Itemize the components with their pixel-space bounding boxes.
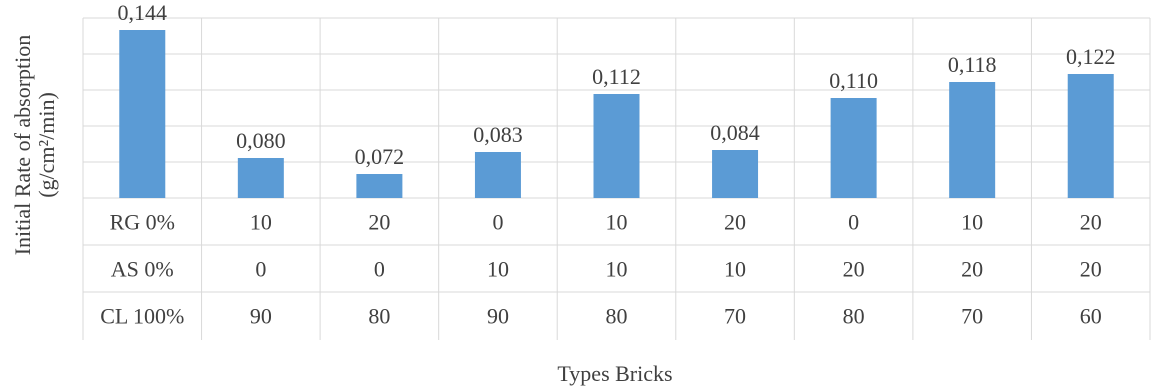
table-cell: 70 — [961, 304, 983, 329]
table-cell: 10 — [606, 257, 628, 282]
table-cell: 20 — [1080, 210, 1102, 235]
bars — [119, 30, 1114, 198]
table-cell: 10 — [606, 210, 628, 235]
x-axis-label: Types Bricks — [557, 361, 672, 386]
bar — [830, 98, 877, 198]
bar — [1067, 74, 1114, 198]
bar — [593, 94, 640, 198]
table-cell: 10 — [250, 210, 272, 235]
table-cell: 0 — [492, 210, 503, 235]
table-cell: 80 — [606, 304, 628, 329]
table-cell: 20 — [368, 210, 390, 235]
value-label: 0,084 — [710, 120, 760, 145]
table-cell: 20 — [724, 210, 746, 235]
data-table-lines — [83, 244, 1150, 293]
table-cell: 60 — [1080, 304, 1102, 329]
table-cell: 20 — [1080, 257, 1102, 282]
table-row-header: CL 100% — [100, 304, 184, 329]
value-label: 0,144 — [118, 0, 168, 25]
table-cell: 20 — [843, 257, 865, 282]
value-label: 0,080 — [236, 128, 286, 153]
value-label: 0,122 — [1066, 44, 1116, 69]
value-label: 0,118 — [948, 52, 997, 77]
bar — [949, 82, 996, 198]
table-cell: 0 — [374, 257, 385, 282]
table-cell: 0 — [848, 210, 859, 235]
value-labels: 0,144 0,080 0,072 0,083 0,112 0,084 0,110 0,118… — [118, 0, 1116, 169]
table-cell: 90 — [487, 304, 509, 329]
bar — [119, 30, 166, 198]
y-axis-label-unit: (g/cm²/min) — [34, 92, 59, 198]
table-cell: 0 — [255, 257, 266, 282]
value-label: 0,083 — [473, 122, 523, 147]
table-cell: 10 — [724, 257, 746, 282]
bar — [237, 158, 284, 198]
table-cell: 90 — [250, 304, 272, 329]
data-table: RG 0% 10 20 0 10 20 0 10 20 AS 0% 0 0 10 10 10 20 20 20 CL… — [100, 210, 1102, 329]
table-cell: 70 — [724, 304, 746, 329]
table-cell: 80 — [368, 304, 390, 329]
bar — [712, 150, 759, 198]
value-label: 0,072 — [355, 144, 405, 169]
bar — [474, 152, 521, 198]
table-row-header: AS 0% — [111, 257, 174, 282]
table-row-header: RG 0% — [110, 210, 175, 235]
value-label: 0,112 — [592, 64, 641, 89]
value-label: 0,110 — [829, 68, 878, 93]
bar — [356, 174, 403, 198]
table-cell: 10 — [487, 257, 509, 282]
table-cell: 10 — [961, 210, 983, 235]
table-cell: 80 — [843, 304, 865, 329]
y-axis-label: Initial Rate of absorption — [10, 35, 35, 256]
table-cell: 20 — [961, 257, 983, 282]
